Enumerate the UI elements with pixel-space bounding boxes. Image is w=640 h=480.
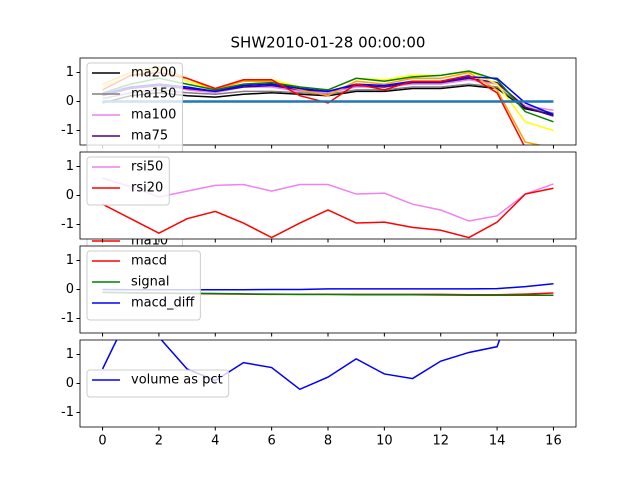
- y-tick-label: 0: [66, 94, 74, 109]
- y-tick-label: -1: [61, 217, 74, 232]
- series-line: [102, 177, 554, 222]
- plot-lines: [102, 177, 554, 239]
- x-tick-label: 4: [211, 434, 219, 449]
- y-tick-label: -1: [61, 405, 74, 420]
- legend-label: rsi50: [131, 160, 163, 175]
- legend-frame: [86, 156, 170, 206]
- x-tick-label: 14: [489, 434, 506, 449]
- y-tick-label: 1: [66, 65, 74, 80]
- legend: volume as pct: [86, 369, 230, 398]
- chart-title: SHW2010-01-28 00:00:00: [231, 34, 426, 52]
- y-tick-label: 0: [66, 282, 74, 297]
- legend-label: signal: [131, 275, 169, 290]
- legend-label: ma200: [131, 66, 176, 81]
- x-tick-label: 16: [545, 434, 562, 449]
- x-tick-label: 2: [155, 434, 163, 449]
- legend-frame: [86, 369, 230, 398]
- plot-frame: [79, 245, 577, 334]
- legend: macd signal macd_diff: [86, 250, 201, 321]
- legend-label: macd: [131, 254, 167, 269]
- legend-label: ma150: [131, 87, 176, 102]
- legend-label: ma100: [131, 108, 176, 123]
- y-tick-label: 0: [66, 188, 74, 203]
- x-tick-label: 12: [432, 434, 449, 449]
- x-tick-label: 8: [324, 434, 332, 449]
- x-tick-label: 6: [267, 434, 275, 449]
- x-tick-label: 10: [376, 434, 393, 449]
- x-tick-label: 0: [98, 434, 106, 449]
- y-tick-label: 1: [66, 347, 74, 362]
- plot-frame: [79, 339, 577, 428]
- legend-label: volume as pct: [131, 373, 223, 388]
- legend-label: macd_diff: [131, 296, 195, 311]
- y-tick-label: -1: [61, 123, 74, 138]
- plot-lines: [101, 340, 501, 391]
- legend-label: ma75: [131, 129, 168, 144]
- y-tick-label: 1: [66, 159, 74, 174]
- series-line: [101, 340, 501, 391]
- plot-frame: [79, 151, 577, 240]
- series-line: [102, 187, 554, 239]
- legend: rsi50 rsi20: [86, 156, 170, 206]
- y-tick-label: -1: [61, 311, 74, 326]
- y-tick-label: 0: [66, 376, 74, 391]
- plot-frame: [79, 57, 577, 146]
- legend-label: rsi20: [131, 181, 163, 196]
- y-tick-label: 1: [66, 253, 74, 268]
